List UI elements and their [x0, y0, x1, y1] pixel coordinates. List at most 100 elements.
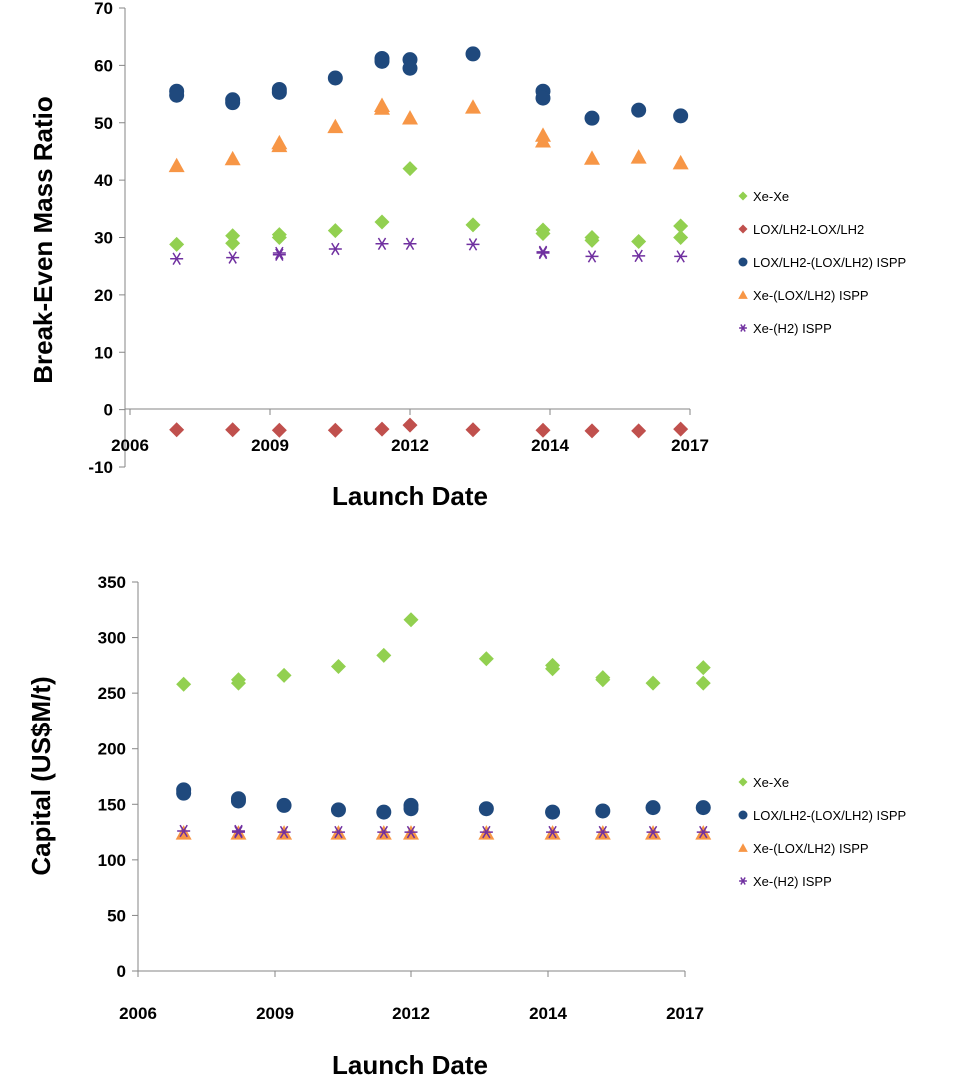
- data-point: [328, 242, 342, 256]
- data-point: [631, 234, 647, 250]
- data-point: [535, 133, 551, 148]
- legend-marker: [738, 224, 748, 234]
- legend-label: Xe-Xe: [753, 189, 789, 204]
- data-point: [375, 237, 389, 251]
- y-tick-label: 0: [104, 401, 113, 420]
- legend-marker: [738, 290, 748, 299]
- data-point: [673, 108, 689, 124]
- data-point: [631, 102, 647, 118]
- data-point: [465, 46, 481, 62]
- data-point: [466, 238, 480, 251]
- data-point: [169, 236, 185, 252]
- data-point: [402, 161, 418, 177]
- data-point: [478, 801, 494, 817]
- y-tick-label: 60: [94, 56, 113, 75]
- data-point: [225, 235, 241, 251]
- data-point: [402, 60, 418, 76]
- data-point: [374, 214, 390, 230]
- data-point: [374, 100, 390, 115]
- data-point: [377, 825, 391, 839]
- data-point: [330, 802, 346, 818]
- data-point: [330, 658, 346, 674]
- data-point: [695, 675, 711, 691]
- data-point: [177, 824, 191, 838]
- capital-chart: 350 300 250 200 150 100 50 0 2006 2009 2012 2014 201…: [26, 573, 906, 1076]
- data-point: [535, 90, 551, 106]
- data-point: [674, 250, 688, 263]
- data-point: [646, 825, 660, 839]
- data-point: [276, 797, 292, 813]
- data-point: [465, 217, 481, 233]
- data-point: [695, 800, 711, 816]
- data-point: [230, 793, 246, 809]
- data-point: [231, 825, 245, 839]
- data-point: [596, 825, 610, 839]
- data-point: [403, 612, 419, 628]
- series-xe-xe: [176, 612, 711, 692]
- data-point: [327, 422, 343, 438]
- data-point: [673, 421, 689, 437]
- y-tick-label: 10: [94, 343, 113, 362]
- legend-label: LOX/LH2-(LOX/LH2) ISPP: [753, 255, 906, 270]
- data-point: [374, 53, 390, 69]
- data-point: [402, 110, 418, 125]
- legend-marker: [739, 324, 747, 332]
- data-point: [225, 422, 241, 438]
- x-tick-label: 2012: [392, 1004, 430, 1023]
- x-tick-label: 2012: [391, 436, 429, 455]
- y-tick-label: 150: [98, 795, 126, 814]
- x-axis-title: Launch Date: [332, 481, 488, 511]
- series-lox-lh2-lox-lh2-ispp: [176, 782, 711, 820]
- x-tick-label: 2009: [251, 436, 289, 455]
- x-tick-label: 2014: [529, 1004, 567, 1023]
- data-point: [272, 246, 286, 260]
- legend-label: LOX/LH2-LOX/LH2: [753, 222, 864, 237]
- y-tick-label: 30: [94, 229, 113, 248]
- data-point: [271, 230, 287, 245]
- data-point: [331, 825, 345, 839]
- data-point: [271, 137, 288, 153]
- legend-label: LOX/LH2-(LOX/LH2) ISPP: [753, 808, 906, 823]
- data-point: [176, 785, 192, 801]
- legend: Xe-Xe LOX/LH2-(LOX/LH2) ISPP Xe-(LOX/LH2) …: [738, 775, 906, 889]
- data-point: [631, 423, 647, 439]
- y-tick-label: 40: [94, 171, 113, 190]
- data-point: [277, 825, 291, 839]
- series-xe-lox-lh2-ispp: [175, 825, 712, 840]
- data-point: [479, 825, 493, 839]
- data-point: [632, 249, 646, 263]
- y-tick-label: 50: [94, 114, 113, 133]
- series-xe-h2-ispp: [170, 237, 688, 265]
- legend-label: Xe-Xe: [753, 775, 789, 790]
- data-point: [584, 232, 600, 248]
- series-lox-lh2-lox-lh2: [169, 417, 689, 439]
- data-point: [695, 660, 711, 676]
- data-point: [224, 150, 241, 166]
- data-point: [271, 422, 287, 438]
- legend: Xe-Xe LOX/LH2-LOX/LH2 LOX/LH2-(LOX/LH2) IS…: [738, 189, 906, 336]
- legend-label: Xe-(H2) ISPP: [753, 321, 832, 336]
- data-point: [584, 150, 600, 165]
- data-point: [169, 87, 185, 103]
- data-point: [402, 417, 418, 433]
- y-tick-label: 0: [117, 962, 126, 981]
- data-point: [376, 804, 392, 820]
- data-point: [169, 422, 185, 438]
- series-lox-lh2-lox-lh2-ispp: [169, 46, 689, 126]
- data-point: [673, 218, 689, 234]
- data-point: [672, 154, 689, 170]
- data-point: [696, 825, 710, 839]
- data-point: [374, 421, 390, 437]
- data-point: [226, 251, 240, 264]
- data-point: [176, 676, 192, 692]
- data-point: [546, 825, 560, 839]
- data-point: [376, 647, 392, 663]
- data-point: [327, 118, 344, 134]
- data-point: [536, 246, 550, 260]
- data-point: [595, 672, 611, 688]
- legend-marker: [739, 877, 747, 885]
- x-tick-label: 2006: [119, 1004, 157, 1023]
- data-point: [585, 250, 599, 263]
- data-point: [230, 675, 246, 691]
